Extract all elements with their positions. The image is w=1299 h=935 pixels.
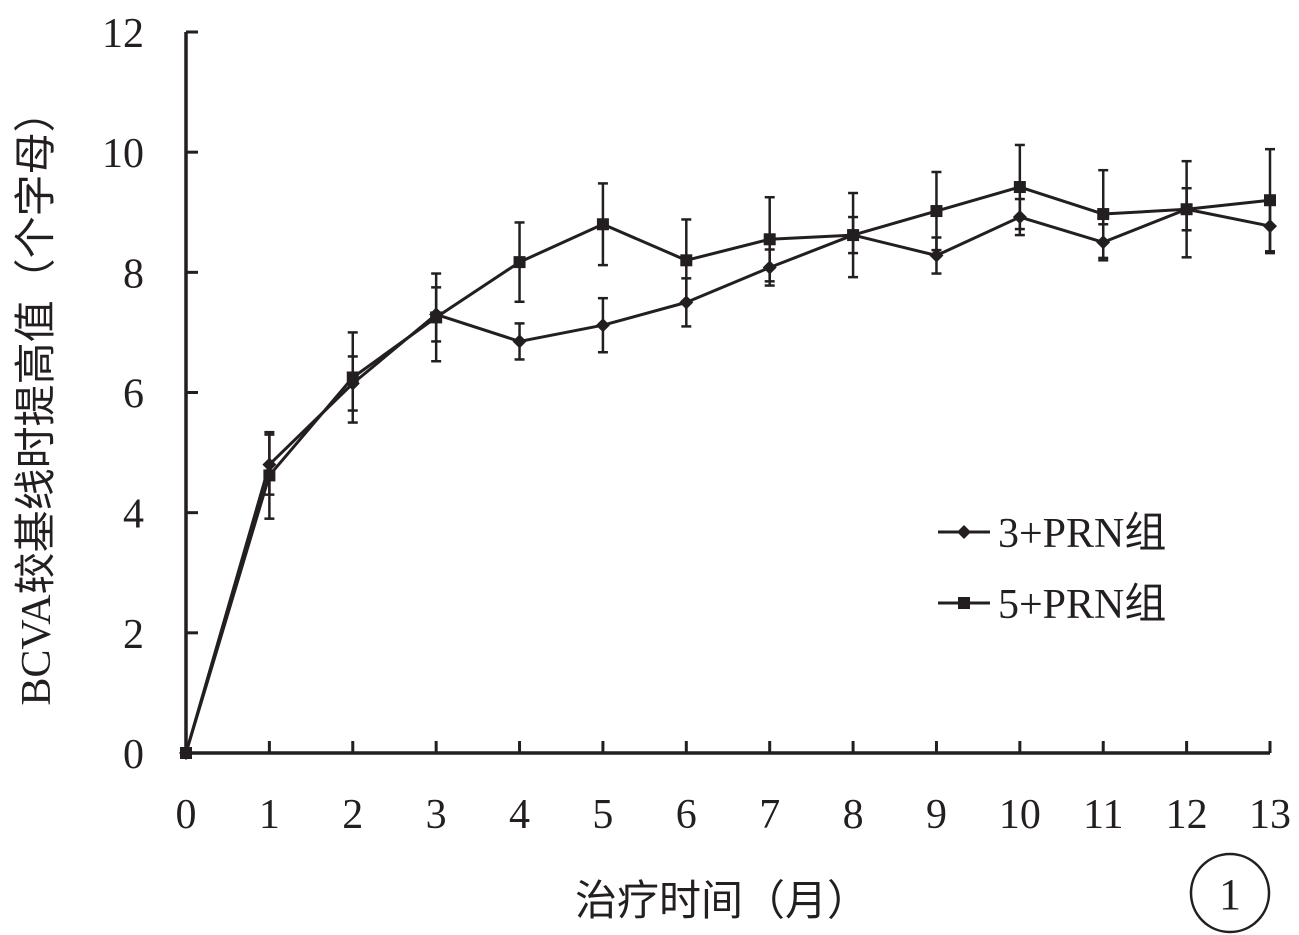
y-tick-label-4: 8	[123, 251, 144, 297]
panel-label: 1	[1189, 852, 1271, 934]
legend-label-1: 5+PRN组	[998, 582, 1166, 628]
series-1-point-7	[763, 233, 776, 246]
x-tick-label-7: 7	[759, 792, 780, 838]
panel-label-text: 1	[1219, 870, 1241, 919]
x-tick-label-0: 0	[176, 792, 197, 838]
x-tick-label-4: 4	[509, 792, 530, 838]
series-1-point-1	[263, 469, 276, 482]
series-layer	[179, 143, 1277, 760]
series-1-point-0	[180, 747, 192, 759]
x-tick-label-13: 13	[1249, 792, 1291, 838]
legend-marker-1	[958, 597, 970, 609]
series-1-point-12	[1180, 203, 1193, 216]
y-tick-label-6: 12	[102, 11, 144, 57]
x-tick-label-2: 2	[342, 792, 363, 838]
y-tick-label-2: 4	[123, 492, 144, 538]
y-tick-label-3: 6	[123, 372, 144, 418]
x-tick-label-10: 10	[999, 792, 1041, 838]
series-0-point-4	[512, 334, 527, 349]
series-1-point-3	[430, 311, 443, 324]
legend-label-0: 3+PRN组	[998, 511, 1166, 557]
x-tick-label-9: 9	[926, 792, 947, 838]
legend-item-0: 3+PRN组	[938, 511, 1166, 557]
series-1-point-9	[930, 205, 943, 218]
series-1-point-4	[513, 256, 526, 269]
x-tick-label-11: 11	[1083, 792, 1123, 838]
series-0-point-5	[595, 318, 610, 333]
legend-marker-0	[957, 525, 971, 539]
x-tick-label-6: 6	[676, 792, 697, 838]
x-axis-label: 治疗时间（月）	[575, 879, 869, 925]
x-tick-label-1: 1	[259, 792, 280, 838]
y-tick-label-5: 10	[102, 131, 144, 177]
x-tick-label-5: 5	[592, 792, 613, 838]
legend-item-1: 5+PRN组	[938, 582, 1166, 628]
series-0	[179, 186, 1277, 760]
legend: 3+PRN组 5+PRN组	[938, 511, 1166, 628]
x-tick-label-3: 3	[426, 792, 447, 838]
series-1-point-13	[1264, 194, 1276, 207]
series-0-point-9	[929, 248, 944, 263]
y-tick-label-1: 2	[123, 612, 144, 658]
series-1-point-5	[596, 218, 609, 231]
series-1-point-6	[680, 254, 693, 267]
series-1	[180, 143, 1276, 759]
series-1-line	[184, 185, 1271, 754]
series-1-point-11	[1097, 208, 1110, 221]
y-axis-label: BCVA较基线时提高值（个字母）	[13, 90, 60, 705]
x-tick-label-8: 8	[843, 792, 864, 838]
y-tick-label-0: 0	[123, 732, 144, 778]
x-tick-label-12: 12	[1166, 792, 1208, 838]
series-1-point-10	[1013, 181, 1026, 194]
series-1-point-2	[346, 371, 359, 384]
panel-label-circle	[1189, 852, 1271, 934]
series-0-line	[184, 207, 1271, 754]
series-1-point-8	[847, 229, 860, 242]
